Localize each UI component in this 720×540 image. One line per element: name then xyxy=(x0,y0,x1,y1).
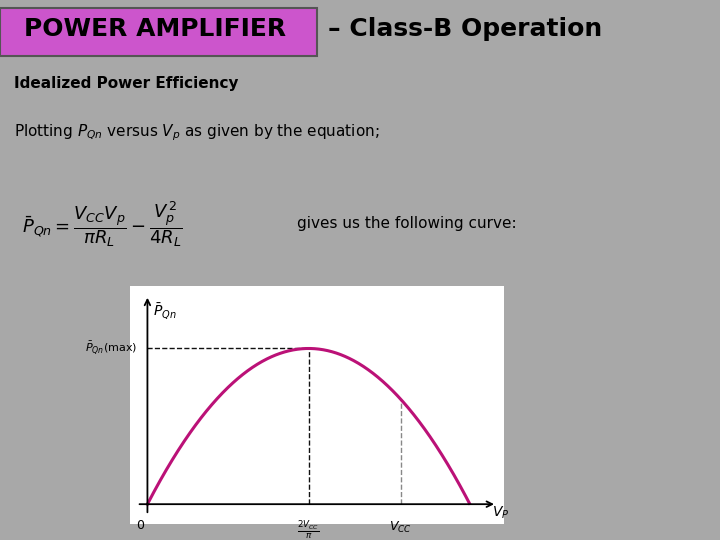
Text: $\bar{P}_{Qn}$(max): $\bar{P}_{Qn}$(max) xyxy=(84,340,137,357)
FancyBboxPatch shape xyxy=(0,8,317,56)
Text: $V_P$: $V_P$ xyxy=(492,505,509,521)
Text: Plotting $P_{Qn}$ versus $V_p$ as given by the equation;: Plotting $P_{Qn}$ versus $V_p$ as given … xyxy=(14,122,379,143)
Text: – Class-B Operation: – Class-B Operation xyxy=(328,17,602,41)
Text: $\frac{2V_{CC}}{\pi}$: $\frac{2V_{CC}}{\pi}$ xyxy=(297,519,320,540)
Text: Idealized Power Efficiency: Idealized Power Efficiency xyxy=(14,76,238,91)
Text: $V_{CC}$: $V_{CC}$ xyxy=(390,519,412,535)
Text: $\bar{P}_{Qn} = \dfrac{V_{CC}V_p}{\pi R_L} - \dfrac{V_p^{\,2}}{4R_L}$: $\bar{P}_{Qn} = \dfrac{V_{CC}V_p}{\pi R_… xyxy=(22,199,182,249)
Text: 0: 0 xyxy=(136,519,144,532)
Text: $\bar{P}_{Qn}$: $\bar{P}_{Qn}$ xyxy=(153,301,176,321)
Text: gives us the following curve:: gives us the following curve: xyxy=(297,217,517,232)
Text: POWER AMPLIFIER: POWER AMPLIFIER xyxy=(24,17,286,41)
